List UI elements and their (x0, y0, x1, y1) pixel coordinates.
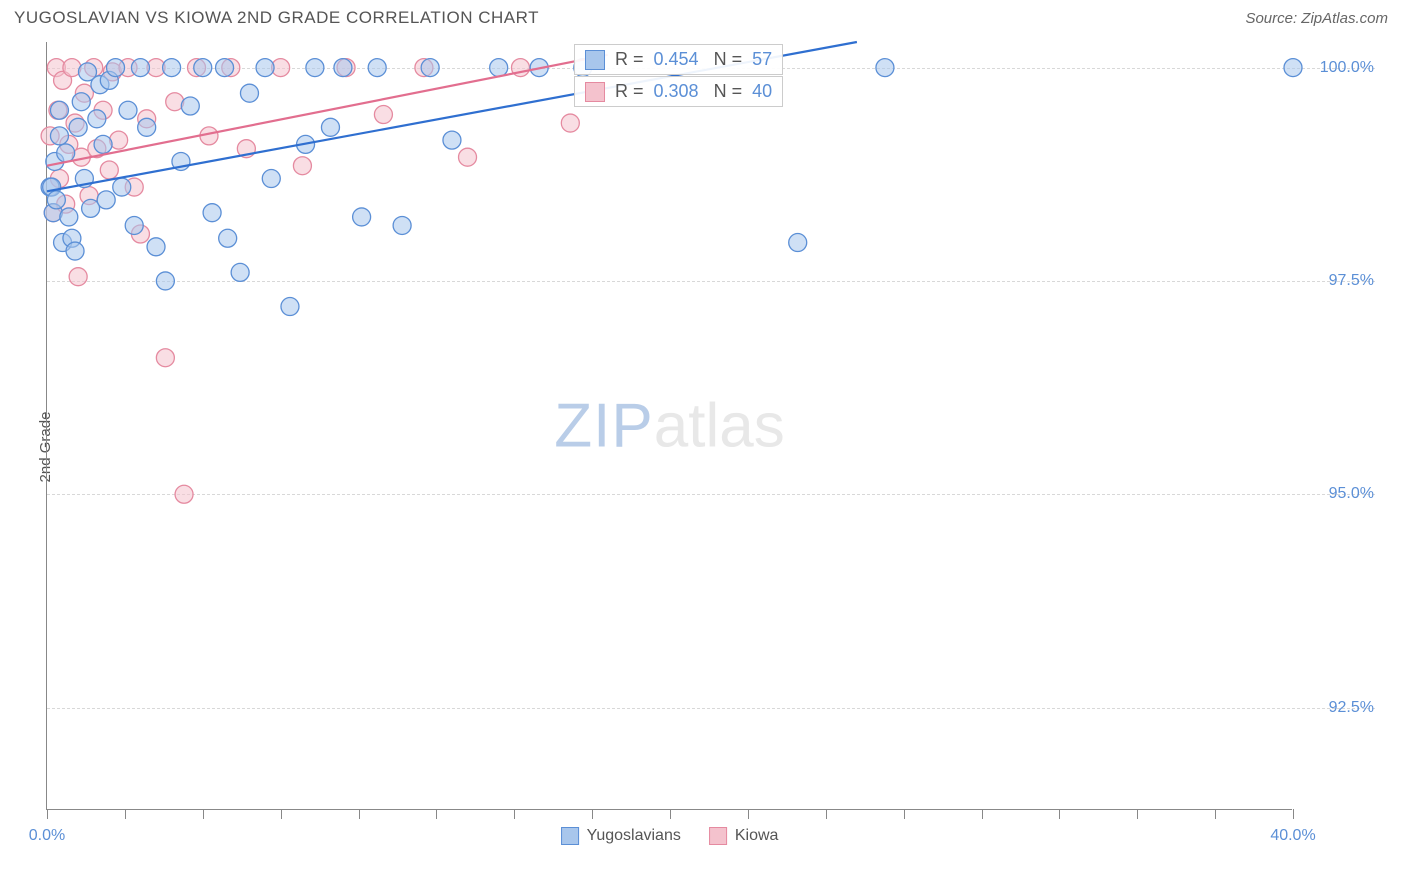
data-point (393, 216, 411, 234)
data-point (50, 101, 68, 119)
data-point (321, 118, 339, 136)
data-point (69, 268, 87, 286)
x-tick (592, 809, 593, 819)
data-point (281, 298, 299, 316)
data-point (181, 97, 199, 115)
data-point (374, 106, 392, 124)
data-point (293, 157, 311, 175)
x-tick (1215, 809, 1216, 819)
data-point (443, 131, 461, 149)
data-point (561, 114, 579, 132)
x-tick (748, 809, 749, 819)
data-point (256, 59, 274, 77)
x-tick (1059, 809, 1060, 819)
data-point (66, 242, 84, 260)
data-point (156, 349, 174, 367)
y-tick-label: 100.0% (1320, 59, 1374, 77)
data-point (194, 59, 212, 77)
stats-n-label: N = (709, 49, 743, 70)
stats-r-label: R = (615, 81, 644, 102)
stats-n-value: 40 (752, 81, 772, 102)
data-point (203, 204, 221, 222)
x-tick (436, 809, 437, 819)
x-tick (982, 809, 983, 819)
data-point (119, 101, 137, 119)
stats-n-value: 57 (752, 49, 772, 70)
data-point (789, 234, 807, 252)
data-point (231, 263, 249, 281)
data-point (240, 84, 258, 102)
data-point (175, 485, 193, 503)
data-point (138, 118, 156, 136)
data-point (1284, 59, 1302, 77)
data-point (334, 59, 352, 77)
legend-item: Yugoslavians (561, 827, 681, 845)
stats-n-label: N = (709, 81, 743, 102)
x-tick (203, 809, 204, 819)
data-point (368, 59, 386, 77)
legend-label: Kiowa (735, 827, 779, 845)
data-point (107, 59, 125, 77)
data-point (94, 135, 112, 153)
stats-box: R = 0.454 N = 57 (574, 44, 783, 75)
data-point (306, 59, 324, 77)
x-tick (670, 809, 671, 819)
stats-box: R = 0.308 N = 40 (574, 76, 783, 107)
stats-r-value: 0.308 (654, 81, 699, 102)
plot-region: ZIPatlas 92.5%95.0%97.5%100.0%0.0%40.0%R… (46, 42, 1292, 810)
data-point (88, 110, 106, 128)
data-point (353, 208, 371, 226)
y-tick-label: 95.0% (1329, 485, 1374, 503)
x-tick (1137, 809, 1138, 819)
data-point (216, 59, 234, 77)
x-tick (359, 809, 360, 819)
x-tick (904, 809, 905, 819)
data-point (50, 127, 68, 145)
legend-item: Kiowa (709, 827, 779, 845)
chart-area: 2nd Grade ZIPatlas 92.5%95.0%97.5%100.0%… (14, 42, 1392, 852)
legend-label: Yugoslavians (587, 827, 681, 845)
data-point (131, 59, 149, 77)
x-tick (47, 809, 48, 819)
legend-swatch (561, 827, 579, 845)
x-tick (514, 809, 515, 819)
data-point (490, 59, 508, 77)
legend-swatch (585, 82, 605, 102)
data-point (113, 178, 131, 196)
data-point (147, 238, 165, 256)
data-point (163, 59, 181, 77)
stats-r-label: R = (615, 49, 644, 70)
legend-swatch (585, 50, 605, 70)
data-point (100, 161, 118, 179)
data-point (72, 93, 90, 111)
x-tick (125, 809, 126, 819)
chart-title: YUGOSLAVIAN VS KIOWA 2ND GRADE CORRELATI… (14, 8, 539, 28)
data-point (262, 170, 280, 188)
y-tick-label: 92.5% (1329, 699, 1374, 717)
stats-r-value: 0.454 (654, 49, 699, 70)
scatter-svg (47, 42, 1293, 810)
data-point (47, 191, 65, 209)
data-point (60, 208, 78, 226)
data-point (97, 191, 115, 209)
x-tick-label: 40.0% (1270, 827, 1315, 845)
data-point (69, 118, 87, 136)
x-tick-label: 0.0% (29, 827, 65, 845)
data-point (459, 148, 477, 166)
data-point (125, 216, 143, 234)
chart-header: YUGOSLAVIAN VS KIOWA 2ND GRADE CORRELATI… (0, 0, 1406, 34)
data-point (876, 59, 894, 77)
data-point (219, 229, 237, 247)
legend-swatch (709, 827, 727, 845)
data-point (421, 59, 439, 77)
legend-bottom: Yugoslavians Kiowa (561, 827, 779, 845)
data-point (57, 144, 75, 162)
x-tick (826, 809, 827, 819)
data-point (156, 272, 174, 290)
x-tick (1293, 809, 1294, 819)
chart-source: Source: ZipAtlas.com (1245, 10, 1388, 27)
y-tick-label: 97.5% (1329, 272, 1374, 290)
x-tick (281, 809, 282, 819)
